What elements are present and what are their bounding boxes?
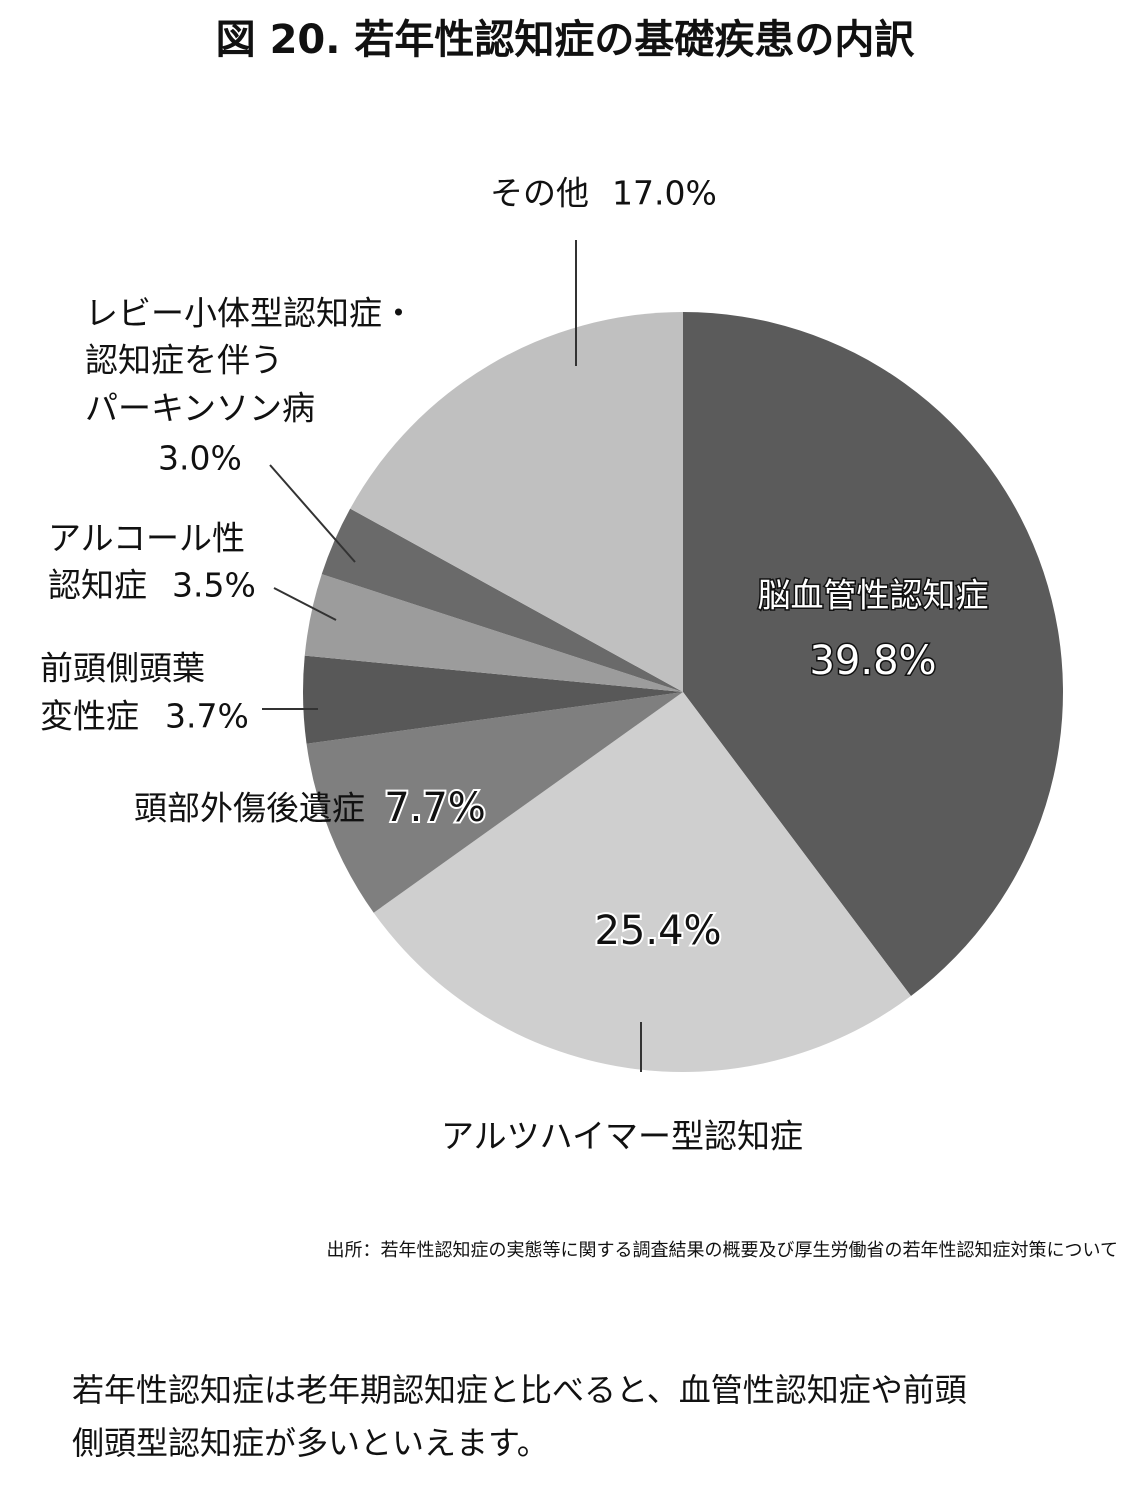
slice-label: 認知症 [48, 566, 147, 605]
pie-slice [304, 574, 683, 692]
pie-slice [373, 692, 911, 1073]
slice-label: 前頭側頭葉 [40, 649, 205, 688]
slice-label: 変性症 [40, 697, 139, 736]
value-label: 39.8% [809, 638, 936, 684]
slice-label: アルツハイマー型認知症 [441, 1117, 803, 1156]
leader-line [269, 464, 356, 563]
pie-slice [683, 312, 1063, 997]
chart-title: 図 20. 若年性認知症の基礎疾患の内訳 [216, 17, 916, 63]
pie-slice [306, 692, 683, 913]
source: 出所：若年性認知症の実態等に関する調査結果の概要及び厚生労働省の若年性認知症対策… [327, 1240, 1118, 1261]
pie-slice [321, 508, 683, 692]
slice-label: レビー小体型認知症・ [85, 294, 415, 333]
value-label: 17.0% [612, 174, 717, 213]
value-label: 3.7% [165, 697, 249, 736]
value-label: 3.5% [172, 566, 256, 605]
value-label: 3.0% [158, 439, 242, 478]
slice-label: パーキンソン病 [85, 389, 315, 428]
slice-label: その他 [490, 174, 589, 213]
body-text: 側頭型認知症が多いといえます。 [72, 1424, 549, 1462]
leader-line [273, 587, 337, 621]
value-label: 7.7% [384, 785, 486, 831]
body-text: 若年性認知症は老年期認知症と比べると、血管性認知症や前頭 [72, 1371, 967, 1409]
slice-label: 認知症を伴う [85, 341, 283, 380]
pie-slice [350, 312, 683, 692]
pie-slice [303, 655, 683, 744]
value-label: 25.4% [594, 908, 721, 954]
slice-label: 脳血管性認知症 [758, 576, 989, 615]
slice-label: アルコール性 [48, 519, 245, 558]
slice-label: 頭部外傷後遺症 [134, 789, 365, 828]
